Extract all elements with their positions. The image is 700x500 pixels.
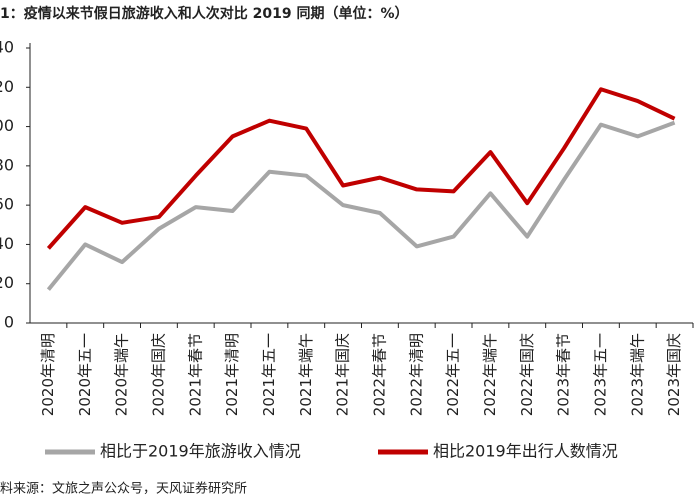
x-tick-label: 2020年国庆 [149,333,167,416]
x-tick-label: 2023年端午 [628,333,646,416]
line-series [46,120,676,291]
chart-title: 1：疫情以来节假日旅游收入和人次对比 2019 同期（单位：%） [0,5,408,22]
x-tick-label: 2021年清明 [223,333,241,416]
x-tick-label: 2021年端午 [297,333,315,416]
y-tick-label: 20 [0,273,14,292]
y-tick-label: 80 [0,155,14,174]
x-tick-label: 2023年春节 [555,333,573,416]
x-tick-label: 2023年五一 [591,333,609,416]
y-tick-label: 60 [0,195,14,214]
x-tick-label: 2020年清明 [39,333,57,416]
x-tick-label: 2021年五一 [260,333,278,416]
y-tick-label: 120 [0,77,14,96]
legend-label: 相比2019年出行人数情况 [433,442,618,461]
x-tick-label: 2022年国庆 [518,333,536,416]
y-tick-label: 40 [0,234,14,253]
x-tick-label: 2022年清明 [407,333,425,416]
x-tick-label: 2020年端午 [113,333,131,416]
y-tick-label: 100 [0,116,14,135]
x-tick-label: 2021年国庆 [334,333,352,416]
legend-label: 相比于2019年旅游收入情况 [100,442,301,461]
x-tick-label: 2022年五一 [444,333,462,416]
x-tick-label: 2020年五一 [76,333,94,416]
x-tick-label: 2022年端午 [481,333,499,416]
y-tick-label: 0 [4,313,14,332]
x-tick-label: 2023年国庆 [665,333,683,416]
x-tick-label: 2022年春节 [370,333,388,416]
line-series [46,87,676,250]
source: 料来源：文旅之声公众号，天风证券研究所 [0,481,247,497]
x-tick-label: 2021年春节 [186,333,204,416]
y-tick-label: 140 [0,38,14,57]
